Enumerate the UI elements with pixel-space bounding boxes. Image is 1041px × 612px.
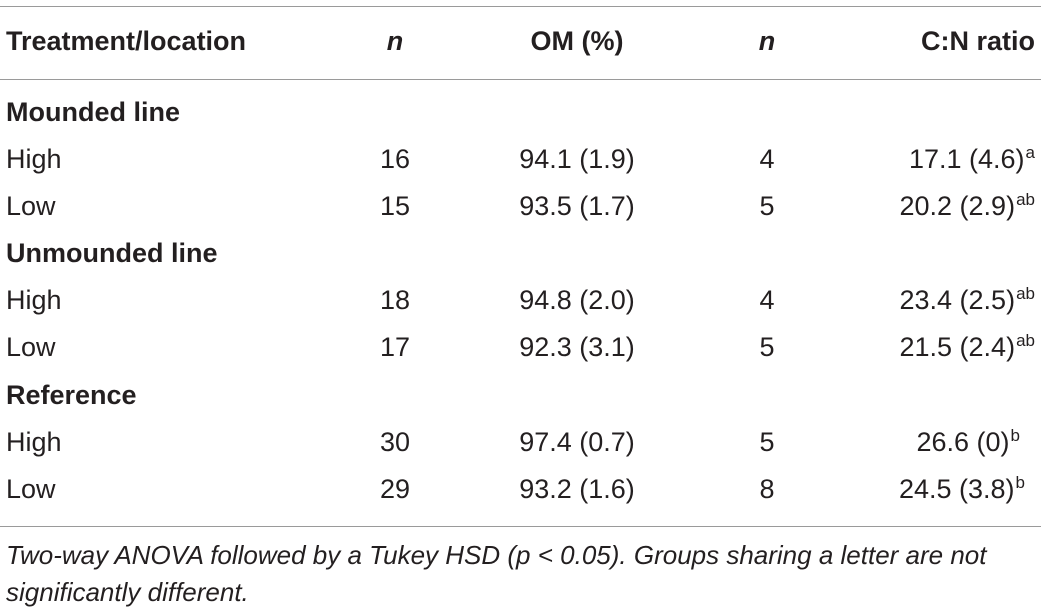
n-cn-value: 8: [759, 474, 775, 504]
cn-ratio-cell: 17.1 (4.6)a: [830, 136, 1035, 183]
header-treatment-location: Treatment/location: [6, 26, 247, 56]
om-value: 93.5 (1.7): [519, 191, 635, 221]
header-cn-ratio: C:N ratio: [921, 26, 1035, 56]
section-row: Unmounded line: [0, 230, 1041, 277]
row-label: High: [6, 144, 62, 174]
cn-ratio-value: 21.5 (2.4): [899, 332, 1016, 362]
table-row: High 30 97.4 (0.7) 5 26.6 (0)b: [0, 419, 1041, 466]
cn-ratio-cell: 26.6 (0)b: [830, 419, 1020, 466]
cn-ratio-cell: 23.4 (2.5)ab: [830, 277, 1036, 324]
table-row: High 16 94.1 (1.9) 4 17.1 (4.6)a: [0, 136, 1041, 183]
cn-ratio-cell: 24.5 (3.8)b: [830, 466, 1025, 513]
cn-ratio-value: 26.6 (0): [916, 427, 1010, 457]
section-row: Mounded line: [0, 89, 1041, 136]
om-value: 94.8 (2.0): [519, 285, 635, 315]
significance-letter: b: [1010, 426, 1020, 445]
row-label: Low: [6, 191, 56, 221]
header-rule: [0, 79, 1041, 80]
om-value: 97.4 (0.7): [519, 427, 635, 457]
significance-letter: ab: [1016, 190, 1035, 209]
row-label: Low: [6, 332, 56, 362]
significance-letter: ab: [1016, 284, 1035, 303]
om-value: 93.2 (1.6): [519, 474, 635, 504]
header-n-om: n: [386, 26, 404, 56]
section-title: Reference: [6, 380, 137, 410]
cn-ratio-value: 23.4 (2.5): [899, 285, 1016, 315]
header-om: OM (%): [530, 26, 624, 56]
n-cn-value: 5: [759, 191, 775, 221]
n-om-value: 16: [379, 144, 411, 174]
row-label: Low: [6, 474, 56, 504]
table-row: High 18 94.8 (2.0) 4 23.4 (2.5)ab: [0, 277, 1041, 324]
cn-ratio-cell: 21.5 (2.4)ab: [830, 324, 1036, 371]
cn-ratio-value: 20.2 (2.9): [899, 191, 1016, 221]
n-om-value: 15: [379, 191, 411, 221]
cn-ratio-cell: 20.2 (2.9)ab: [830, 183, 1036, 230]
n-om-value: 30: [379, 427, 411, 457]
om-value: 92.3 (3.1): [519, 332, 635, 362]
significance-letter: ab: [1016, 331, 1035, 350]
table-row: Low 15 93.5 (1.7) 5 20.2 (2.9)ab: [0, 183, 1041, 230]
n-om-value: 29: [379, 474, 411, 504]
table-row: Low 17 92.3 (3.1) 5 21.5 (2.4)ab: [0, 324, 1041, 371]
header-n-cn: n: [758, 26, 776, 56]
table-header-row: Treatment/location n OM (%) n C:N ratio: [0, 18, 1041, 65]
n-cn-value: 5: [759, 427, 775, 457]
n-cn-value: 5: [759, 332, 775, 362]
significance-letter: a: [1025, 143, 1035, 162]
n-cn-value: 4: [759, 144, 775, 174]
table-footnote: Two-way ANOVA followed by a Tukey HSD (p…: [6, 540, 987, 607]
n-om-value: 17: [379, 332, 411, 362]
om-value: 94.1 (1.9): [519, 144, 635, 174]
table-row: Low 29 93.2 (1.6) 8 24.5 (3.8)b: [0, 466, 1041, 513]
n-cn-value: 4: [759, 285, 775, 315]
cn-ratio-value: 24.5 (3.8): [898, 474, 1015, 504]
n-om-value: 18: [379, 285, 411, 315]
bottom-rule: [0, 526, 1041, 527]
cn-ratio-value: 17.1 (4.6): [908, 144, 1025, 174]
section-title: Mounded line: [6, 97, 180, 127]
section-title: Unmounded line: [6, 238, 218, 268]
significance-letter: b: [1015, 473, 1025, 492]
section-row: Reference: [0, 372, 1041, 419]
row-label: High: [6, 427, 62, 457]
top-rule: [0, 6, 1041, 7]
row-label: High: [6, 285, 62, 315]
